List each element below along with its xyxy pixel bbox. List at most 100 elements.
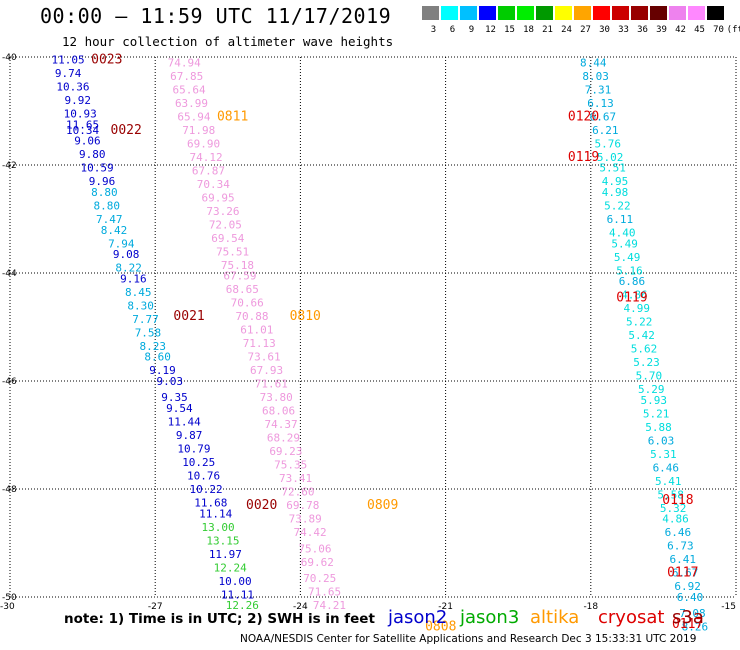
wave-height-value: 75.06 (298, 542, 331, 555)
x-tick-label: -24 (293, 602, 308, 612)
wave-height-value: 74.37 (264, 418, 297, 431)
x-tick-label: -15 (721, 602, 736, 612)
wave-height-value: 69.78 (286, 499, 319, 512)
wave-height-value: 11.65 (66, 119, 99, 132)
wave-height-value: 74.21 (313, 599, 346, 612)
wave-height-value: 13.00 (202, 521, 235, 534)
legend-swatch (517, 6, 534, 20)
wave-height-value: 10.36 (56, 81, 89, 94)
wave-height-value: 71.98 (182, 124, 215, 137)
wave-height-value: 4.98 (602, 186, 629, 199)
wave-height-value: 70.88 (235, 310, 268, 323)
wave-height-value: 12.24 (214, 561, 247, 574)
wave-height-value: 73.89 (289, 513, 322, 526)
legend-label: 45 (694, 25, 705, 35)
legend-swatch (631, 6, 648, 20)
wave-height-value: 8.23 (140, 340, 167, 353)
wave-height-value: 10.79 (177, 443, 210, 456)
wave-height-value: 73.80 (260, 391, 293, 404)
grid-lines (9, 56, 737, 598)
wave-height-value: 10.25 (182, 456, 215, 469)
wave-height-value: 74.42 (294, 526, 327, 539)
note-text: note: 1) Time is in UTC; 2) SWH is in fe… (64, 611, 375, 627)
legend-swatch (669, 6, 686, 20)
legend-label: 6 (449, 25, 456, 35)
wave-height-value: 10.34 (66, 124, 99, 137)
legend-swatch (441, 6, 458, 20)
orbit-number-label: 0021 (173, 309, 204, 324)
legend-label: 30 (599, 25, 610, 35)
wave-height-value: 10.76 (187, 470, 220, 483)
wave-height-value: 10.93 (64, 108, 97, 121)
y-tick-label: -44 (2, 269, 17, 279)
wave-height-value: 12.26 (226, 599, 259, 612)
wave-height-value: 6.03 (648, 434, 675, 447)
wave-height-value: 6.41 (670, 553, 697, 566)
wave-height-value: 8.22 (115, 262, 142, 275)
legend-swatch (555, 6, 572, 20)
wave-height-value: 8.60 (144, 351, 171, 364)
wave-height-value: 5.16 (616, 264, 643, 277)
wave-height-value: 6.67 (590, 110, 617, 123)
wave-height-value: 4.86 (621, 289, 648, 302)
orbit-number-label: 0023 (91, 53, 122, 68)
orbit-number-label: 0810 (290, 309, 321, 324)
wave-height-value: 11.44 (168, 416, 201, 429)
satellite-legend-altika: altika (530, 607, 580, 628)
legend-label: 3 (430, 25, 437, 35)
satellite-legend-jason3: jason3 (460, 607, 520, 628)
wave-height-value: 9.96 (89, 175, 116, 188)
wave-height-value: 67.93 (250, 364, 283, 377)
orbit-number-label: 0117 (667, 566, 698, 581)
wave-height-value: 5.32 (660, 502, 687, 515)
wave-height-value: 5.21 (643, 407, 670, 420)
wave-height-value: 8.80 (94, 200, 121, 213)
x-tick-label: -18 (583, 602, 598, 612)
wave-height-value: 5.76 (594, 137, 621, 150)
wave-height-value: 75.51 (216, 245, 249, 258)
wave-height-value: 70.66 (231, 297, 264, 310)
axis-ticks: -40 -42 -44 -46 -48 -50-30 -27 -24 -21 -18 -15 (0, 53, 736, 612)
legend-label: (ft) (726, 25, 740, 35)
legend-label: 21 (542, 25, 553, 35)
x-tick-label: -27 (148, 602, 163, 612)
wave-height-value: 5.88 (645, 421, 672, 434)
wave-height-value: 5.49 (611, 237, 638, 250)
wave-height-value: 8.45 (125, 286, 152, 299)
y-tick-label: -50 (2, 593, 17, 603)
wave-height-value: 6.92 (674, 580, 701, 593)
wave-height-value: 10.00 (218, 575, 251, 588)
wave-height-value: 70.34 (197, 178, 230, 191)
legend-label: 33 (618, 25, 629, 35)
wave-height-value: 71.61 (255, 378, 288, 391)
wave-height-value: 5.70 (636, 370, 663, 383)
wave-height-value: 8.80 (91, 186, 118, 199)
wave-height-value: 5.49 (614, 251, 641, 264)
wave-height-value: 9.08 (113, 248, 140, 261)
satellite-legend-s3a: s3a (672, 607, 704, 628)
legend-swatch (612, 6, 629, 20)
wave-height-value: 63.99 (175, 97, 208, 110)
wave-height-value: 8.03 (582, 70, 609, 83)
orbit-number-label: 0020 (246, 498, 277, 513)
wave-height-value: 65.64 (173, 83, 206, 96)
wave-height-value: 10.59 (81, 162, 114, 175)
wave-height-value: 9.06 (74, 135, 101, 148)
legend-label: 18 (523, 25, 534, 35)
wave-height-value: 6.86 (619, 275, 646, 288)
wave-height-value: 6.46 (665, 526, 692, 539)
orbit-number-label: 0117 (672, 617, 703, 632)
orbit-number-label: 0120 (568, 109, 599, 124)
wave-height-value: 7.94 (108, 237, 135, 250)
orbit-number-label: 0808 (425, 620, 456, 635)
legend-swatch (593, 6, 610, 20)
wave-height-value: 11.68 (194, 497, 227, 510)
y-tick-label: -46 (2, 377, 17, 387)
wave-height-value: 7.47 (96, 213, 123, 226)
satellite-legend-jason2: jason2 (388, 607, 448, 628)
y-tick-label: -42 (2, 161, 17, 171)
wave-height-value: 5.23 (633, 356, 660, 369)
wave-height-value: 7.77 (132, 313, 159, 326)
legend-label: 70 (713, 25, 724, 35)
